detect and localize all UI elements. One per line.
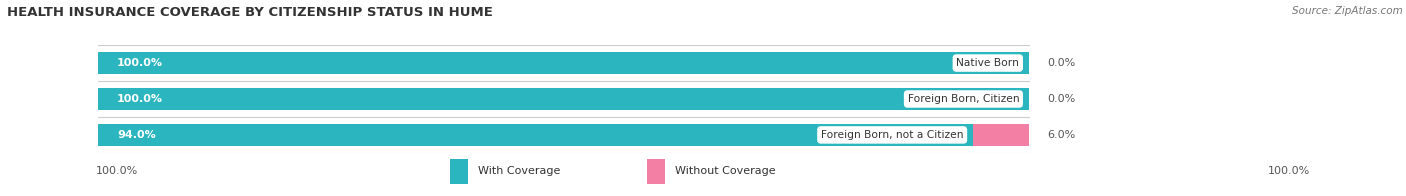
Bar — [98, 88, 1029, 110]
Text: 100.0%: 100.0% — [117, 58, 163, 68]
Bar — [98, 124, 1029, 146]
Text: 94.0%: 94.0% — [117, 130, 156, 140]
Bar — [98, 124, 973, 146]
Bar — [98, 52, 1029, 74]
Bar — [98, 52, 1029, 74]
Text: HEALTH INSURANCE COVERAGE BY CITIZENSHIP STATUS IN HUME: HEALTH INSURANCE COVERAGE BY CITIZENSHIP… — [7, 6, 494, 19]
Text: Source: ZipAtlas.com: Source: ZipAtlas.com — [1292, 6, 1403, 16]
Text: Without Coverage: Without Coverage — [675, 166, 776, 177]
Text: Native Born: Native Born — [956, 58, 1019, 68]
Text: With Coverage: With Coverage — [478, 166, 561, 177]
Text: 0.0%: 0.0% — [1047, 58, 1076, 68]
Text: 100.0%: 100.0% — [96, 165, 138, 176]
Text: 6.0%: 6.0% — [1047, 130, 1076, 140]
Text: Foreign Born, Citizen: Foreign Born, Citizen — [908, 94, 1019, 104]
Text: 100.0%: 100.0% — [1268, 165, 1310, 176]
Bar — [973, 124, 1029, 146]
Bar — [98, 88, 1029, 110]
Text: Foreign Born, not a Citizen: Foreign Born, not a Citizen — [821, 130, 963, 140]
Text: 100.0%: 100.0% — [117, 94, 163, 104]
Text: 0.0%: 0.0% — [1047, 94, 1076, 104]
